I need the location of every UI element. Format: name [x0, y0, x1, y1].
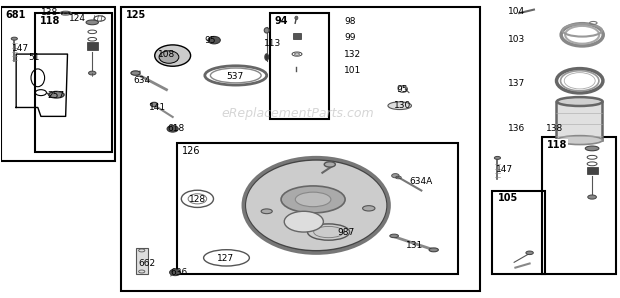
Text: 132: 132 — [344, 49, 361, 59]
Text: 634A: 634A — [409, 177, 432, 186]
Text: 118: 118 — [40, 15, 60, 26]
Text: eReplacementParts.com: eReplacementParts.com — [221, 107, 374, 120]
Text: 105: 105 — [497, 193, 518, 204]
Ellipse shape — [392, 174, 399, 178]
Ellipse shape — [151, 102, 158, 107]
Text: 662: 662 — [138, 259, 155, 268]
Text: 138: 138 — [546, 124, 564, 133]
Bar — [270, 13, 329, 119]
Bar — [1, 7, 115, 161]
Ellipse shape — [295, 16, 298, 20]
Text: 51: 51 — [29, 52, 40, 62]
Text: 94: 94 — [275, 15, 288, 26]
Ellipse shape — [324, 162, 335, 167]
Text: 99: 99 — [344, 33, 355, 42]
Ellipse shape — [170, 269, 180, 276]
Text: 118: 118 — [547, 140, 567, 150]
Ellipse shape — [11, 37, 17, 40]
Text: 104: 104 — [508, 7, 525, 15]
Text: 98: 98 — [344, 17, 355, 26]
Bar — [293, 33, 301, 39]
Text: 103: 103 — [508, 35, 525, 44]
Text: 126: 126 — [182, 146, 200, 156]
Ellipse shape — [526, 251, 533, 254]
Ellipse shape — [265, 54, 268, 60]
Bar — [556, 102, 602, 140]
Ellipse shape — [588, 195, 596, 199]
Text: 618: 618 — [168, 124, 185, 133]
Ellipse shape — [429, 248, 438, 252]
Ellipse shape — [557, 136, 603, 145]
Ellipse shape — [261, 209, 272, 214]
Text: 634: 634 — [134, 76, 151, 85]
Text: 987: 987 — [338, 228, 355, 237]
Ellipse shape — [585, 146, 599, 151]
Ellipse shape — [363, 206, 375, 211]
Ellipse shape — [159, 51, 179, 63]
Ellipse shape — [89, 71, 96, 75]
Text: 147: 147 — [12, 44, 29, 53]
Ellipse shape — [284, 211, 324, 232]
Text: 636: 636 — [171, 268, 188, 277]
Ellipse shape — [295, 192, 331, 207]
Text: 681: 681 — [6, 10, 26, 20]
Ellipse shape — [86, 20, 99, 25]
Text: 113: 113 — [264, 39, 281, 48]
Bar — [35, 13, 112, 152]
Bar — [122, 7, 480, 291]
Bar — [177, 143, 458, 274]
Text: 537: 537 — [226, 72, 244, 81]
Bar — [87, 42, 99, 50]
Text: 257: 257 — [47, 91, 64, 100]
Ellipse shape — [557, 97, 603, 106]
Text: 138: 138 — [41, 8, 58, 17]
Bar — [542, 137, 616, 274]
Text: 141: 141 — [149, 103, 166, 112]
Text: 137: 137 — [508, 79, 525, 88]
Bar — [136, 248, 148, 274]
Text: 128: 128 — [189, 195, 206, 204]
Text: 124: 124 — [69, 14, 86, 23]
Text: 125: 125 — [126, 10, 146, 20]
Ellipse shape — [281, 186, 345, 213]
Text: 147: 147 — [495, 165, 513, 174]
Ellipse shape — [494, 156, 500, 159]
Text: 108: 108 — [159, 49, 175, 59]
Text: 101: 101 — [344, 66, 361, 75]
Bar — [492, 190, 545, 274]
Ellipse shape — [208, 36, 220, 44]
Ellipse shape — [155, 45, 190, 66]
Ellipse shape — [245, 160, 388, 251]
Text: 127: 127 — [217, 254, 234, 263]
Text: 131: 131 — [406, 241, 423, 250]
Ellipse shape — [48, 91, 64, 98]
Ellipse shape — [388, 102, 412, 110]
Ellipse shape — [131, 71, 140, 75]
Ellipse shape — [264, 28, 269, 33]
Ellipse shape — [390, 234, 399, 238]
Bar — [587, 167, 598, 174]
Text: 95: 95 — [205, 36, 216, 45]
Text: 136: 136 — [508, 124, 525, 133]
Text: 130: 130 — [394, 102, 411, 111]
Text: 95: 95 — [397, 85, 408, 94]
Ellipse shape — [167, 125, 178, 132]
